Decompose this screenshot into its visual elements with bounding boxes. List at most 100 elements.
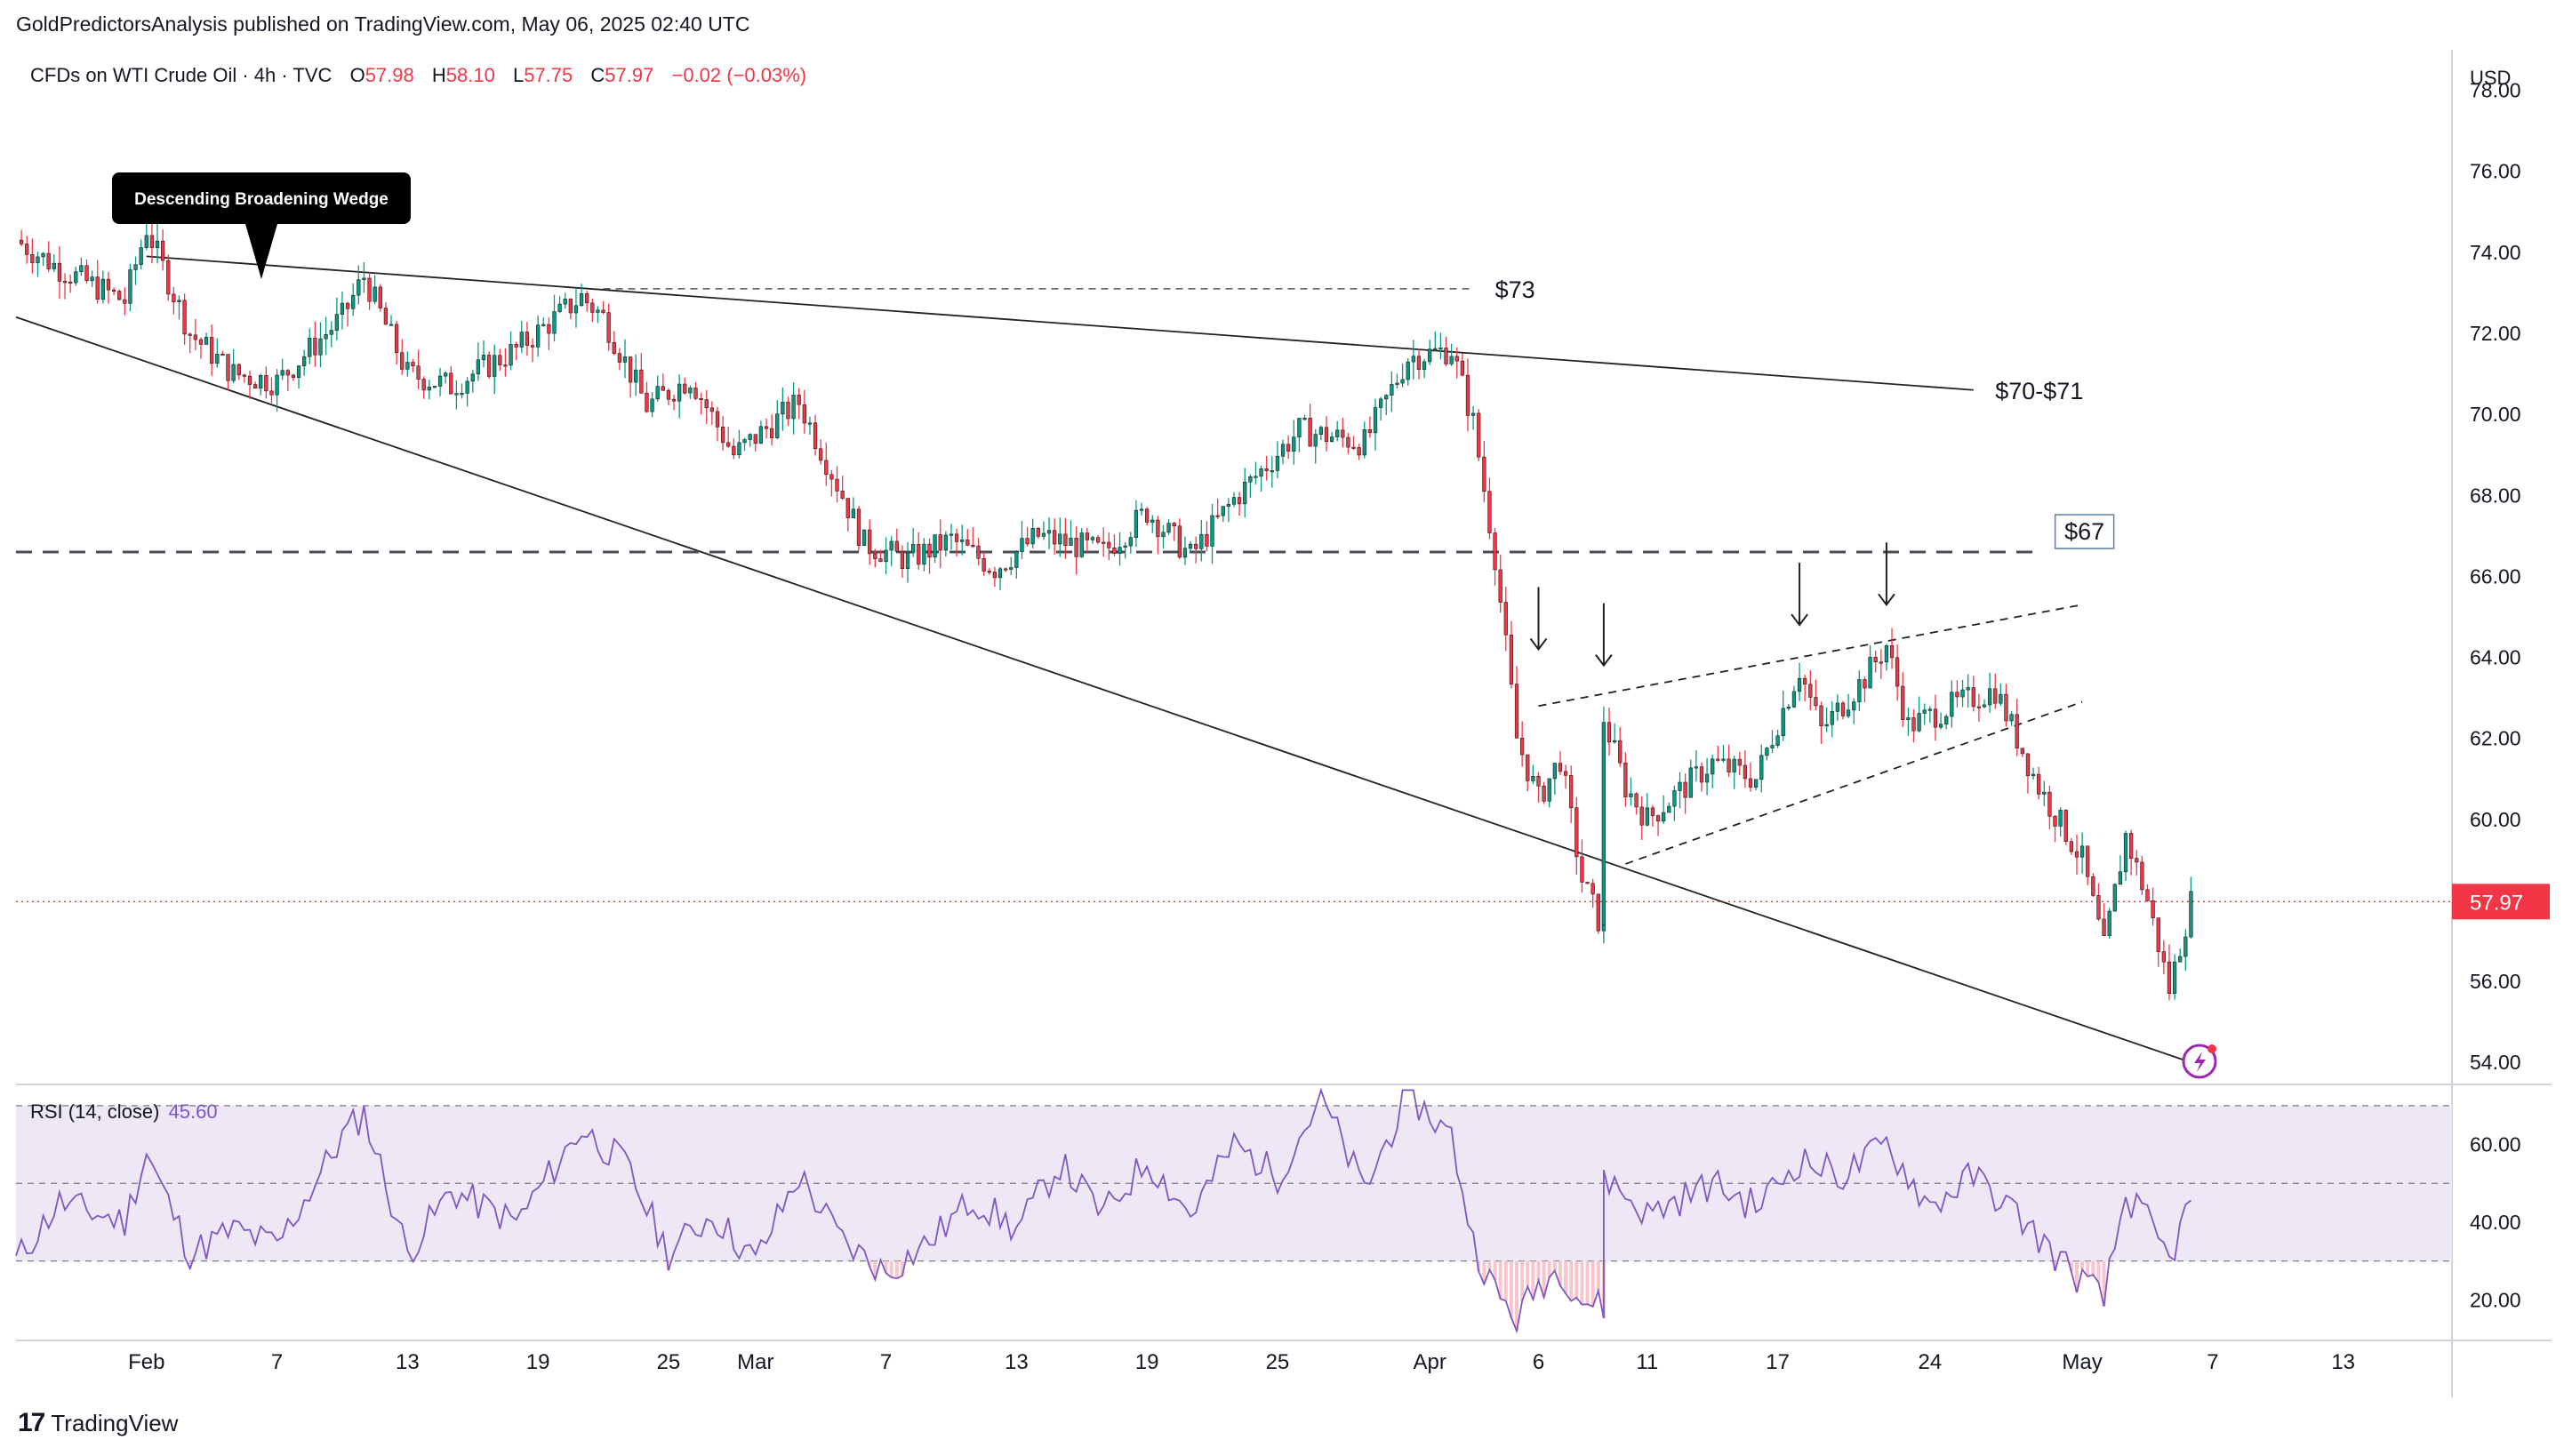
candle-body xyxy=(2140,861,2144,891)
candle-body xyxy=(758,426,764,444)
price-tick-label: 54.00 xyxy=(2470,1051,2521,1074)
candle-body xyxy=(166,260,171,295)
candle-body xyxy=(1716,758,1720,761)
candle-body xyxy=(976,545,981,559)
candle-body xyxy=(345,302,350,309)
candle-body xyxy=(998,568,1003,579)
candle-body xyxy=(378,286,382,308)
rsi-pane: 60.00 40.00 20.00 RSI (14, close) 45.60 xyxy=(15,1087,2521,1334)
candle-body xyxy=(1025,538,1030,545)
candle-body xyxy=(2079,845,2085,858)
candle-body xyxy=(2135,858,2139,863)
candle-body xyxy=(715,411,720,428)
candle-body xyxy=(1791,691,1797,708)
candle-body xyxy=(90,276,94,282)
candle-body xyxy=(1857,679,1862,702)
symbol-legend: CFDs on WTI Crude Oil · 4h · TVC O57.98 … xyxy=(30,64,806,86)
candle-body xyxy=(1085,532,1089,540)
candle-body xyxy=(1955,692,1959,698)
candle-body xyxy=(688,388,693,394)
down-arrow-icon xyxy=(1791,613,1808,627)
candle-body xyxy=(1194,543,1198,549)
open-value: 57.98 xyxy=(365,64,414,86)
time-tick-label: 13 xyxy=(2331,1350,2355,1374)
price-tick-label: 70.00 xyxy=(2470,403,2521,426)
candle-body xyxy=(1493,532,1497,571)
candle-body xyxy=(444,372,448,377)
candle-body xyxy=(1580,856,1584,883)
candle-body xyxy=(568,299,573,314)
candle-body xyxy=(606,312,611,343)
candle-body xyxy=(1357,447,1361,456)
candle-body xyxy=(2058,810,2063,827)
price-tick-label: 60.00 xyxy=(2470,808,2521,831)
candle-body xyxy=(1297,418,1302,438)
candle-body xyxy=(960,540,965,542)
candle-body xyxy=(1046,530,1052,534)
candle-body xyxy=(541,324,546,326)
candle-body xyxy=(1938,724,1943,728)
candle-body xyxy=(1346,436,1350,448)
candle-body xyxy=(770,428,774,438)
high-value: 58.10 xyxy=(446,64,495,86)
candle-body xyxy=(764,426,769,429)
candle-body xyxy=(1503,602,1508,636)
rsi-tick-label: 60.00 xyxy=(2470,1133,2521,1156)
price-tick-label: 66.00 xyxy=(2470,564,2521,588)
candle-body xyxy=(1275,455,1280,471)
label-67-box xyxy=(2054,514,2115,549)
label-67: $67 xyxy=(2064,518,2104,545)
candle-body xyxy=(383,308,389,325)
candle-body xyxy=(161,240,165,261)
candle-body xyxy=(1172,523,1176,527)
candle-body xyxy=(269,390,274,396)
candle-body xyxy=(1095,537,1101,543)
candle-body xyxy=(791,395,796,420)
candle-body xyxy=(465,380,469,394)
candle-body xyxy=(645,392,649,412)
candle-body xyxy=(427,387,431,391)
candle-body xyxy=(357,279,361,296)
candle-body xyxy=(1623,762,1628,797)
candle-body xyxy=(639,369,644,394)
candle-body xyxy=(1156,519,1160,538)
candle-body xyxy=(1590,883,1595,895)
candle-body xyxy=(786,402,790,420)
tradingview-logo[interactable]: 17 TradingView xyxy=(18,1408,178,1438)
time-tick-label: Feb xyxy=(128,1350,164,1374)
rsi-line xyxy=(15,1087,2191,1334)
candle-body xyxy=(2129,833,2134,859)
candle-body xyxy=(275,374,279,396)
tradingview-mark-icon: 17 xyxy=(18,1408,45,1437)
time-tick-label: Mar xyxy=(737,1350,773,1374)
candle-body xyxy=(726,442,731,447)
candle-body xyxy=(1259,468,1263,477)
candle-body xyxy=(1477,412,1481,458)
candle-body xyxy=(1563,771,1568,776)
candle-body xyxy=(720,427,725,444)
down-arrow-icon xyxy=(1595,654,1613,668)
price-axis: 78.00 76.00 74.00 72.00 70.00 68.00 66.00 64.00… xyxy=(2470,79,2521,1075)
candle-body xyxy=(1840,702,1846,716)
candle-body xyxy=(1830,711,1834,725)
candle-body xyxy=(1139,508,1144,511)
candle-body xyxy=(498,355,502,365)
rsi-tick-label: 40.00 xyxy=(2470,1211,2521,1234)
candle-body xyxy=(1205,533,1209,547)
candle-body xyxy=(671,398,677,402)
candle-body xyxy=(1003,568,1008,571)
candle-body xyxy=(111,289,116,292)
time-tick-label: 19 xyxy=(1135,1350,1159,1374)
candle-body xyxy=(481,355,486,361)
wedge-trendline xyxy=(146,255,1974,391)
candle-body xyxy=(432,386,437,388)
candle-body xyxy=(1069,538,1073,547)
candle-body xyxy=(1971,687,1975,708)
candle-body xyxy=(296,365,301,379)
candle-body xyxy=(1384,395,1389,400)
candle-body xyxy=(1618,740,1623,764)
candle-body xyxy=(1324,427,1329,443)
candle-body xyxy=(1454,356,1459,362)
candle-body xyxy=(709,407,714,412)
